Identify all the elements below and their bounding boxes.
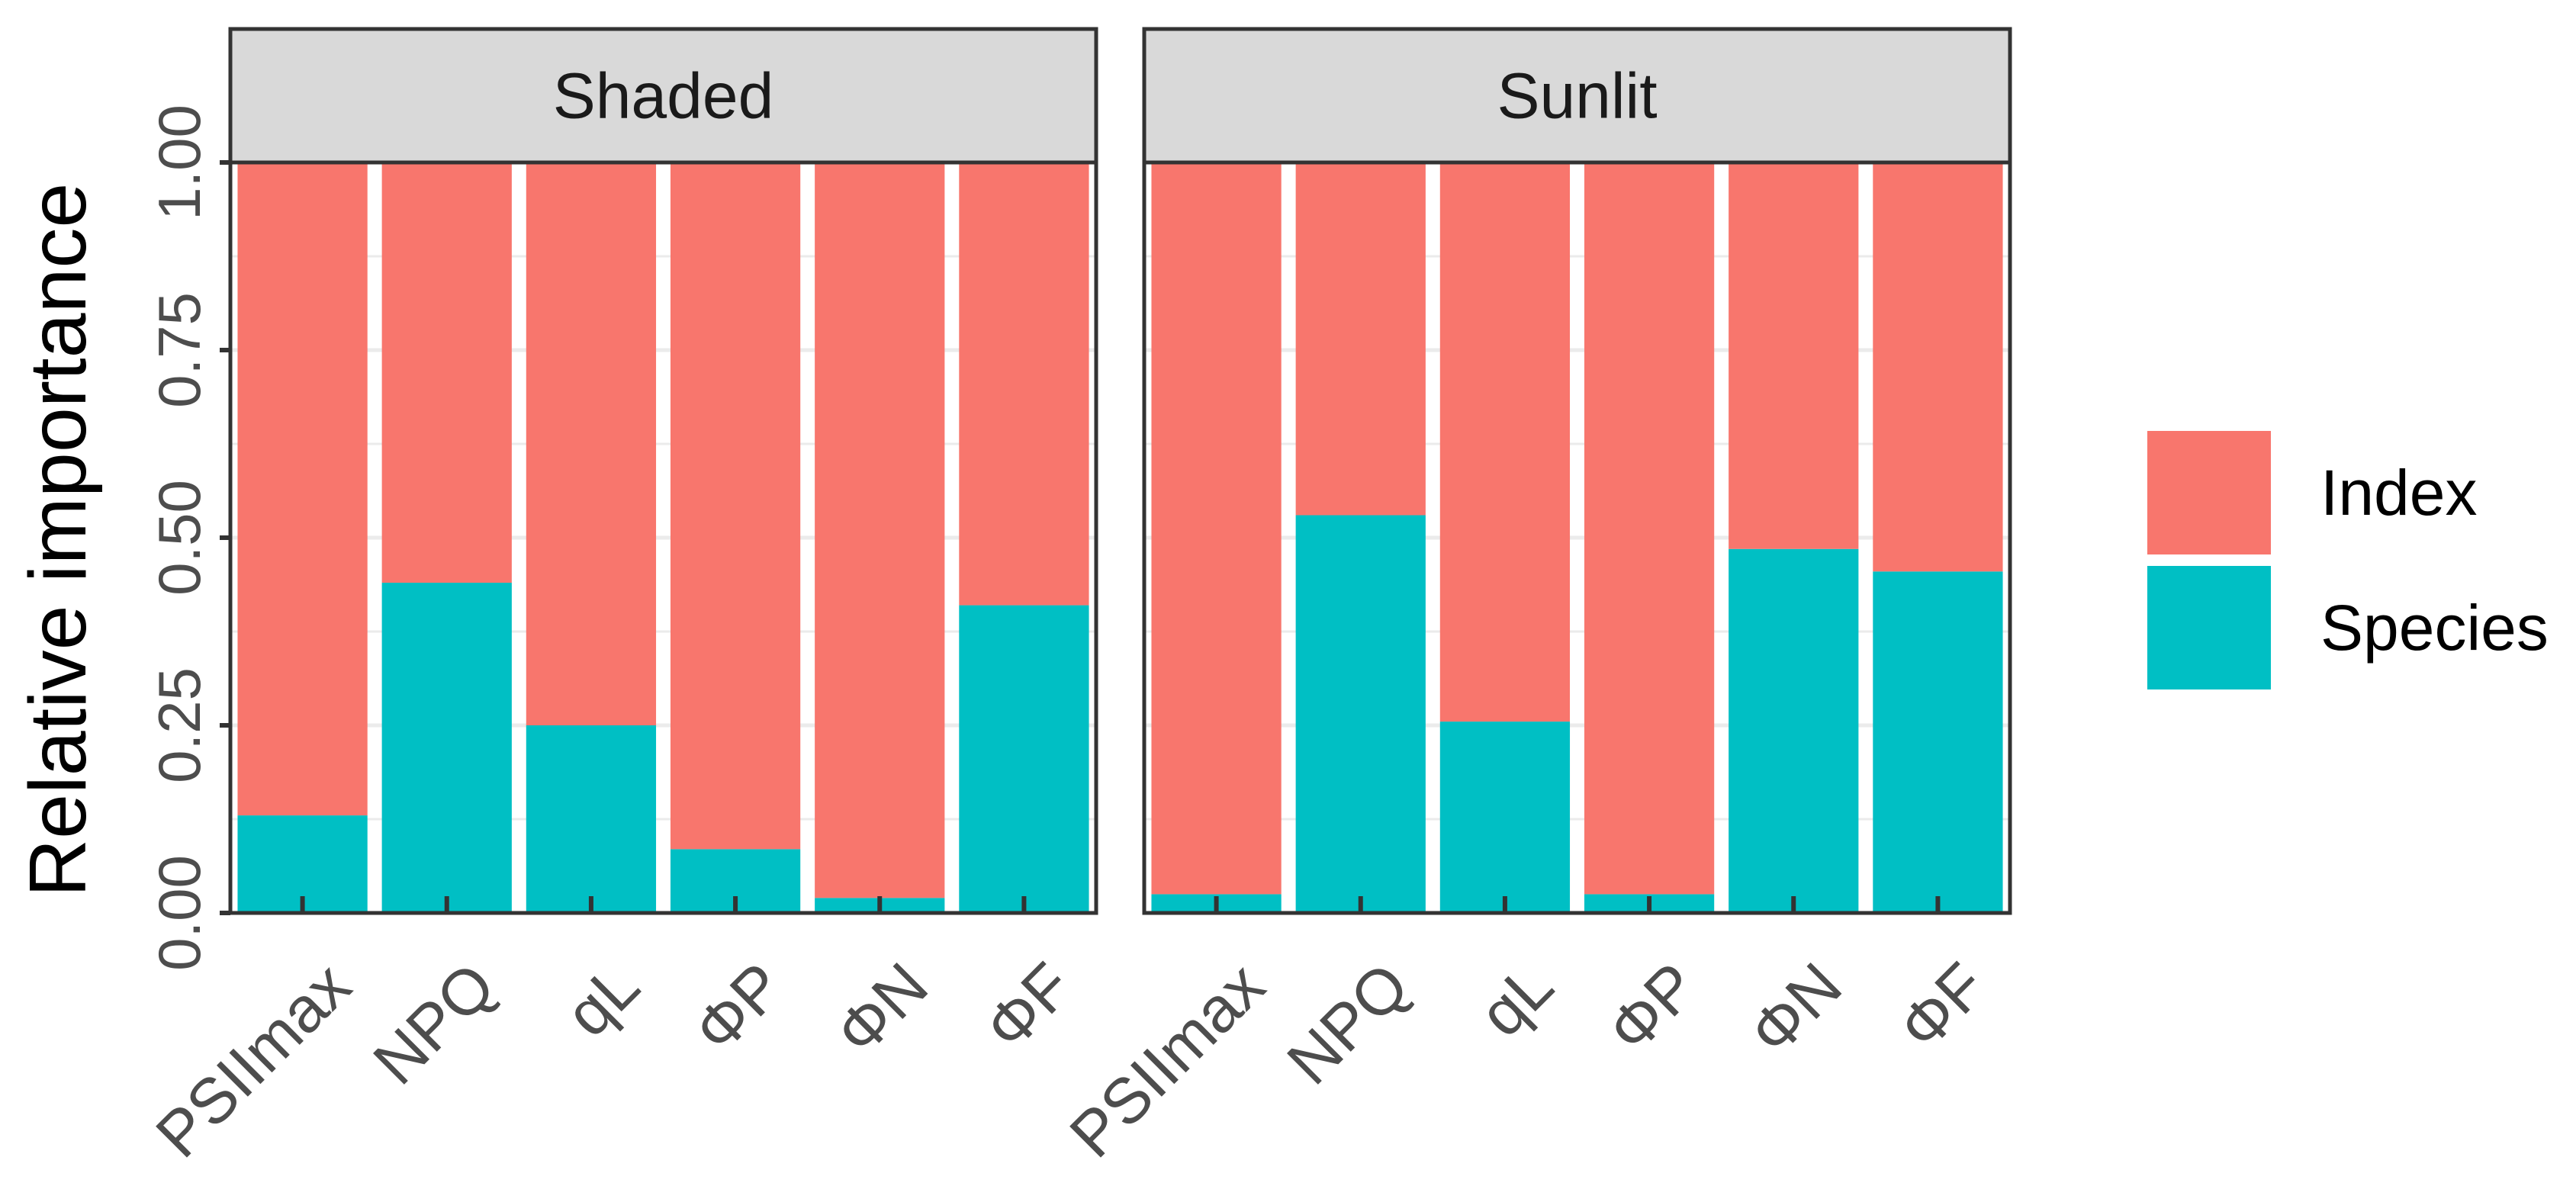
x-tick-label: qL — [552, 949, 653, 1050]
facet-strip — [1142, 27, 2012, 165]
bar-shaded-psiimax-index — [237, 162, 368, 816]
bar-sunlit-npq-species — [1295, 515, 1426, 913]
bar-shaded-p-index — [670, 162, 801, 850]
facet-strip — [228, 27, 1098, 165]
x-tick-label: NPQ — [1273, 949, 1422, 1098]
x-tick-label: ΦF — [971, 949, 1085, 1063]
bar-shaded-npq-species — [381, 583, 512, 913]
bar-shaded-f-species — [959, 605, 1089, 913]
panel-border — [228, 160, 1098, 915]
bar-shaded-ql-species — [526, 725, 657, 913]
bar-sunlit-n-index — [1729, 162, 1859, 549]
bar-shaded-ql-index — [526, 162, 657, 725]
bar-shaded-npq-index — [381, 162, 512, 583]
legend: Index Species — [2147, 431, 2549, 689]
y-tick-label: 1.00 — [146, 104, 213, 220]
x-tick-label: PSIImax — [1056, 949, 1278, 1171]
y-tick-label: 0.25 — [146, 667, 213, 783]
x-tick-label: ΦN — [1735, 949, 1855, 1069]
legend-key-species — [2147, 566, 2271, 689]
x-tick-label: ΦF — [1885, 949, 1999, 1063]
x-tick-label: ΦP — [1594, 949, 1710, 1065]
legend-label-index: Index — [2320, 457, 2478, 529]
y-axis-title: Relative importance — [13, 183, 103, 898]
bar-shaded-f-index — [959, 162, 1089, 606]
bar-sunlit-n-species — [1729, 548, 1859, 913]
x-tick-label: ΦN — [822, 949, 941, 1069]
bar-sunlit-ql-species — [1439, 722, 1571, 913]
panel-border — [1142, 160, 2012, 915]
y-axis: 0.00 0.25 0.50 0.75 1.00 — [146, 104, 230, 971]
y-tick-label: 0.50 — [146, 480, 213, 596]
bar-sunlit-f-index — [1873, 162, 2003, 572]
bar-sunlit-p-index — [1584, 162, 1715, 895]
x-tick-label: ΦP — [680, 949, 796, 1065]
y-tick-label: 0.00 — [146, 855, 213, 971]
legend-key-index — [2147, 431, 2271, 554]
x-tick-label: NPQ — [359, 949, 508, 1098]
bar-sunlit-psiimax-index — [1151, 162, 1282, 895]
bar-shaded-n-index — [815, 162, 945, 898]
facet-title: Sunlit — [1497, 60, 1657, 132]
y-tick-label: 0.75 — [146, 292, 213, 408]
x-tick-label: PSIImax — [142, 949, 364, 1171]
legend-label-species: Species — [2320, 592, 2549, 664]
x-tick-label: qL — [1465, 949, 1567, 1050]
bar-sunlit-npq-index — [1295, 162, 1426, 516]
facet-title: Shaded — [553, 60, 774, 132]
bar-sunlit-f-species — [1873, 571, 2003, 913]
bar-sunlit-ql-index — [1439, 162, 1571, 722]
